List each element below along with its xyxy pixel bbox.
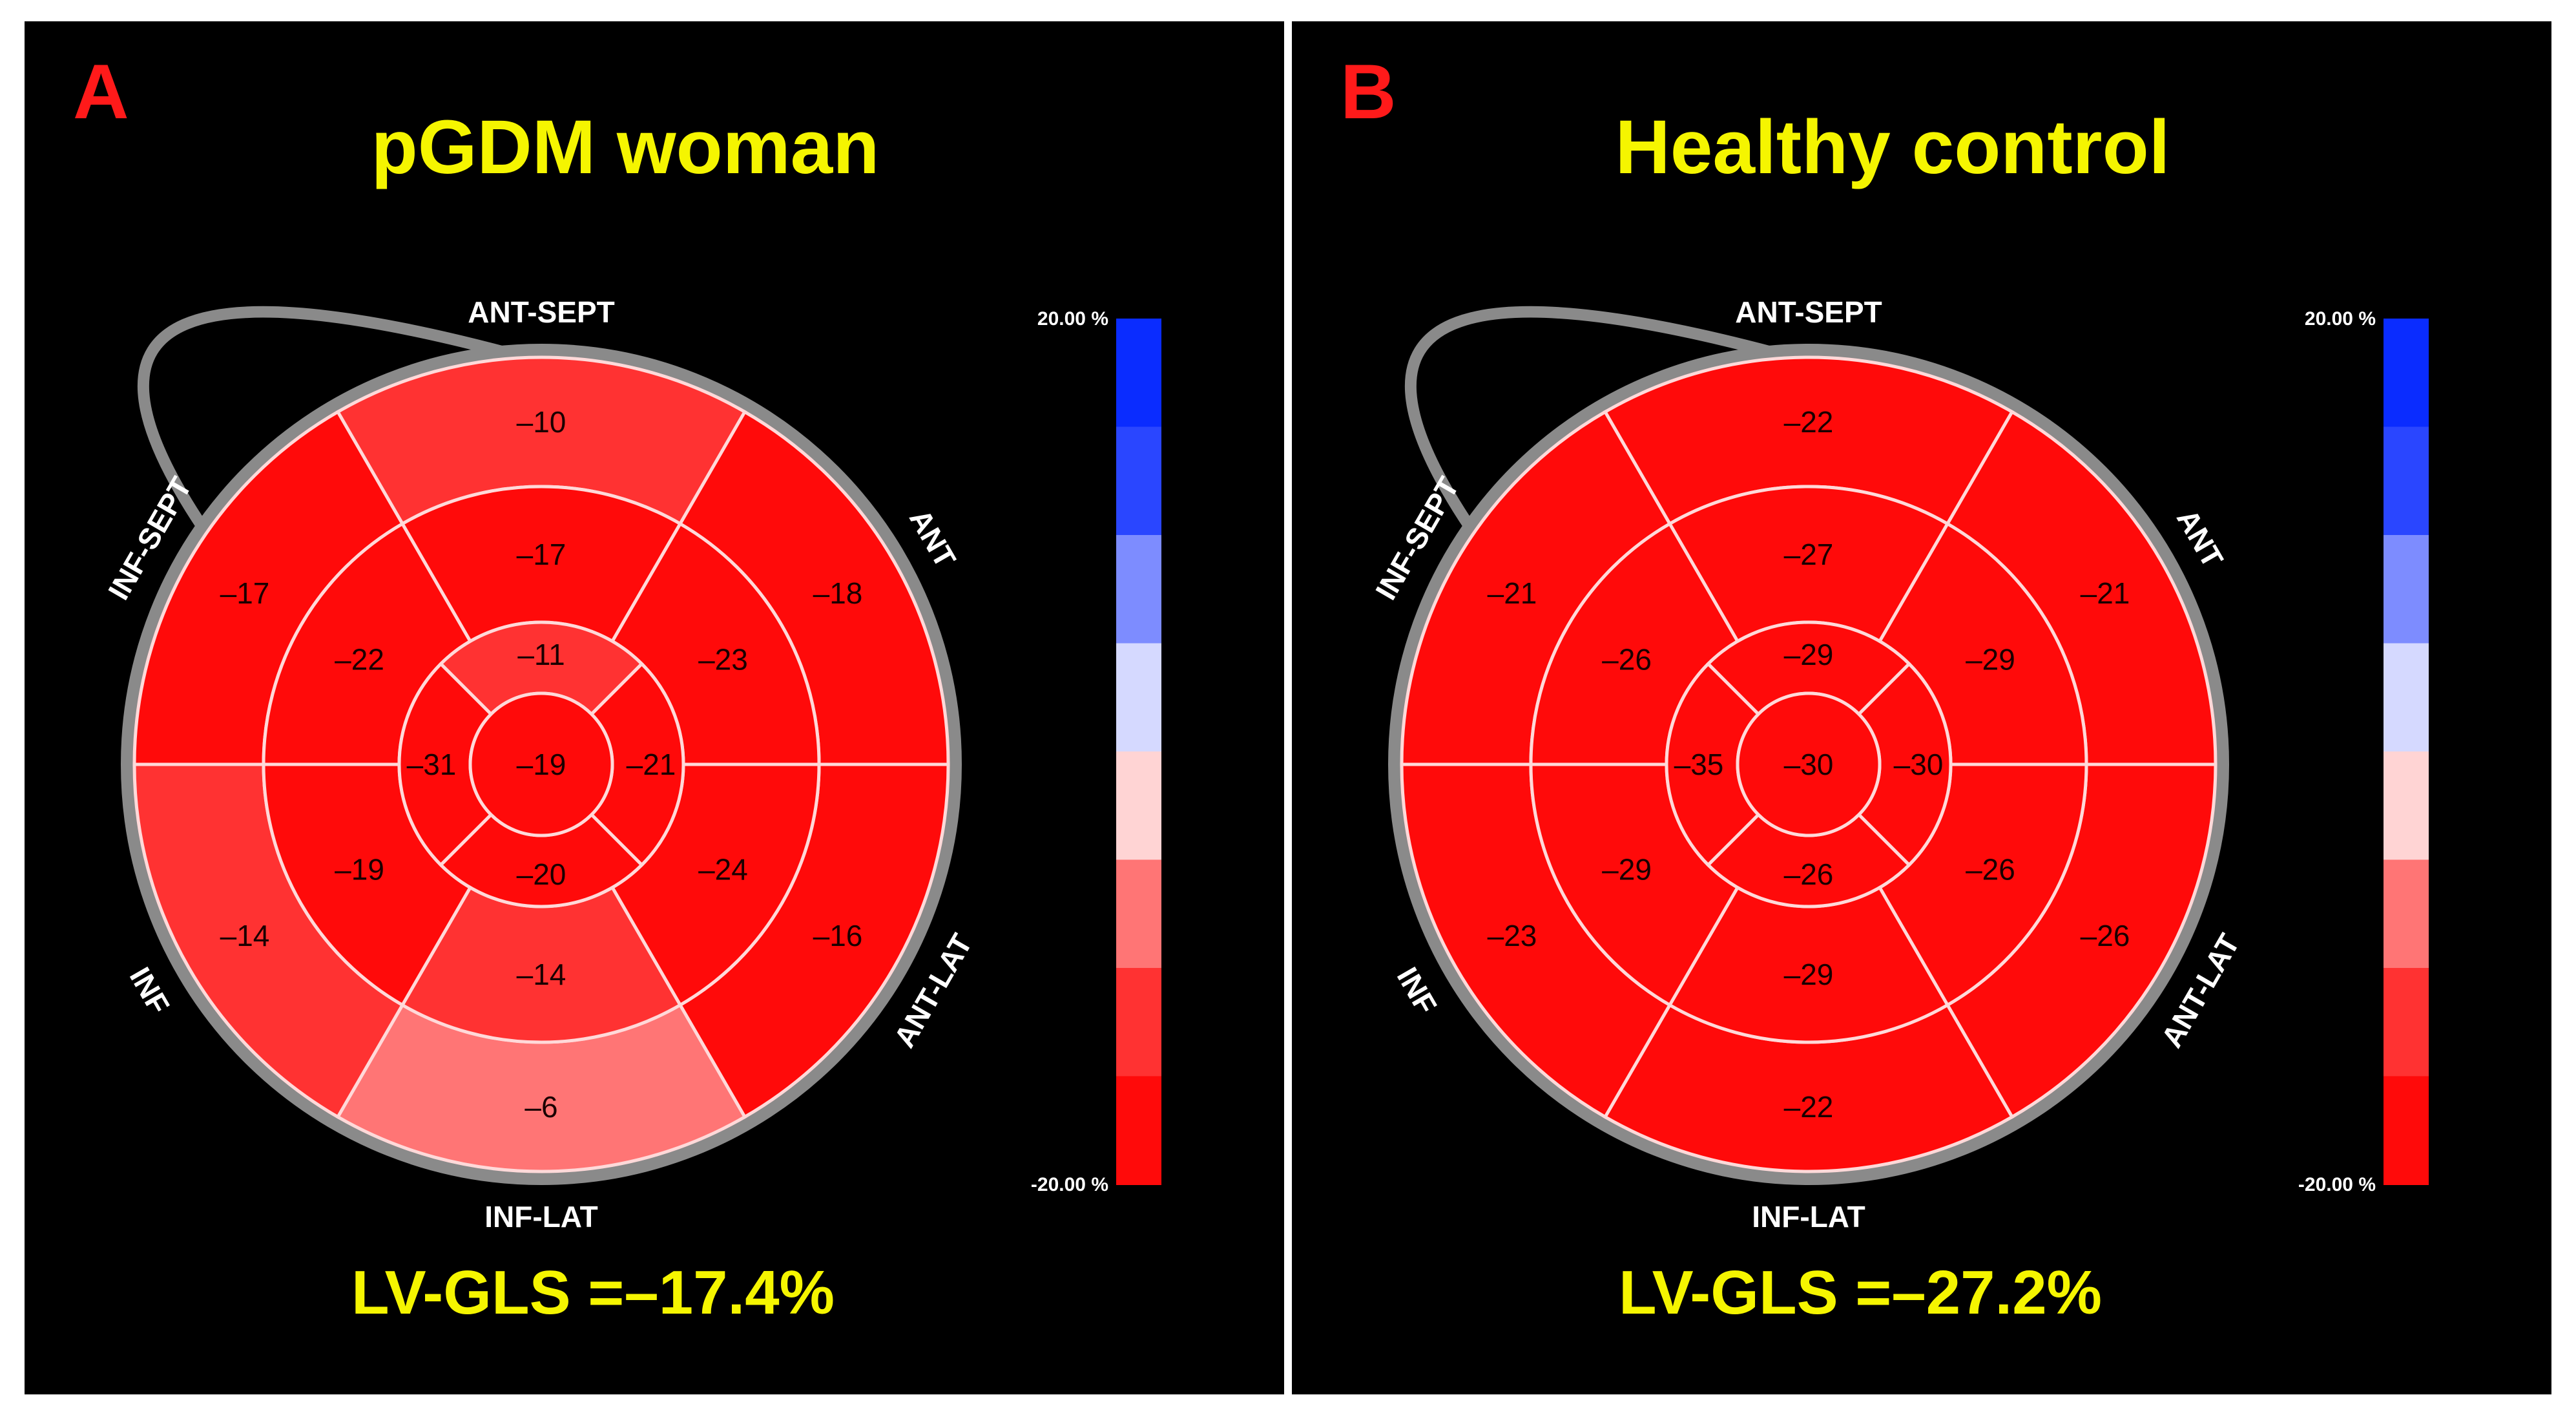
region-label: INF-LAT bbox=[1752, 1200, 1865, 1234]
chart-title: pGDM woman bbox=[371, 105, 880, 190]
apical-value: –11 bbox=[517, 638, 565, 671]
basal-value: –17 bbox=[220, 576, 270, 610]
scale-swatch bbox=[2384, 859, 2429, 969]
scale-swatch bbox=[1116, 859, 1161, 969]
scale-swatch bbox=[2384, 968, 2429, 1077]
basal-value: –10 bbox=[517, 405, 566, 439]
ring-loop bbox=[137, 306, 507, 530]
region-label: INF bbox=[1391, 961, 1444, 1020]
region-label: INF bbox=[123, 961, 176, 1020]
basal-value: –21 bbox=[2081, 576, 2130, 610]
panel-letter: A bbox=[73, 48, 129, 135]
scale-swatch bbox=[1116, 751, 1161, 861]
scale-swatch bbox=[2384, 751, 2429, 861]
mid-value: –26 bbox=[1966, 853, 2015, 887]
apical-value: –35 bbox=[1674, 748, 1724, 781]
apex-segment bbox=[1736, 691, 1882, 837]
region-label: INF-LAT bbox=[484, 1200, 597, 1234]
region-label: ANT bbox=[903, 503, 962, 573]
ring-loop bbox=[1404, 306, 1774, 530]
gls-value: LV-GLS =–17.4% bbox=[351, 1258, 835, 1327]
gls-value: LV-GLS =–27.2% bbox=[1619, 1258, 2102, 1327]
apex-value: –19 bbox=[517, 748, 566, 781]
apical-value: –31 bbox=[407, 748, 457, 781]
basal-value: –16 bbox=[813, 919, 863, 952]
apical-value: –26 bbox=[1784, 857, 1834, 891]
mid-value: –17 bbox=[517, 538, 566, 571]
mid-value: –29 bbox=[1966, 643, 2015, 677]
region-label: ANT bbox=[2170, 503, 2230, 573]
scale-swatch bbox=[1116, 319, 1161, 428]
scale-min-label: -20.00 % bbox=[2298, 1174, 2376, 1195]
panel-letter: B bbox=[1340, 48, 1397, 135]
outer-ring bbox=[121, 344, 962, 1185]
basal-value: –23 bbox=[1488, 919, 1537, 952]
mid-value: –14 bbox=[517, 958, 566, 991]
scale-swatch bbox=[1116, 426, 1161, 536]
chart-title: Healthy control bbox=[1615, 105, 2170, 190]
scale-swatch bbox=[2384, 319, 2429, 428]
apical-value: –30 bbox=[1894, 748, 1944, 781]
scale-swatch bbox=[2384, 426, 2429, 536]
outer-ring bbox=[1388, 344, 2229, 1185]
region-label: ANT-SEPT bbox=[468, 295, 614, 329]
apical-value: –29 bbox=[1784, 638, 1834, 671]
mid-value: –29 bbox=[1784, 958, 1834, 991]
scale-max-label: 20.00 % bbox=[2305, 308, 2376, 330]
mid-value: –23 bbox=[698, 643, 748, 677]
scale-swatch bbox=[2384, 1076, 2429, 1185]
mid-value: –26 bbox=[1602, 643, 1652, 677]
basal-value: –14 bbox=[220, 919, 270, 952]
scale-swatch bbox=[1116, 643, 1161, 752]
scale-min-label: -20.00 % bbox=[1031, 1174, 1108, 1195]
scale-swatch bbox=[2384, 643, 2429, 752]
basal-value: –22 bbox=[1784, 405, 1834, 439]
apex-segment bbox=[468, 691, 614, 837]
bullseye-chart-b: B Healthy control –22 –21 –26 –22 –23 –21 –27 –29… bbox=[1340, 48, 2429, 1327]
scale-swatch bbox=[1116, 1076, 1161, 1185]
scale-swatch bbox=[1116, 968, 1161, 1077]
mid-value: –24 bbox=[698, 853, 748, 887]
mid-value: –29 bbox=[1602, 853, 1652, 887]
apical-value: –21 bbox=[627, 748, 676, 781]
apex-value: –30 bbox=[1784, 748, 1834, 781]
basal-value: –6 bbox=[525, 1090, 557, 1124]
panel-b: B Healthy control –22 –21 –26 –22 –23 –21 –27 –29… bbox=[1292, 21, 2551, 1394]
region-label: ANT-SEPT bbox=[1735, 295, 1882, 329]
scale-swatch bbox=[1116, 535, 1161, 644]
mid-value: –19 bbox=[335, 853, 384, 887]
scale-swatch bbox=[2384, 535, 2429, 644]
basal-value: –22 bbox=[1784, 1090, 1834, 1124]
mid-value: –27 bbox=[1784, 538, 1834, 571]
basal-value: –26 bbox=[2081, 919, 2130, 952]
basal-value: –18 bbox=[813, 576, 863, 610]
mid-value: –22 bbox=[335, 643, 384, 677]
scale-max-label: 20.00 % bbox=[1037, 308, 1108, 330]
basal-value: –21 bbox=[1488, 576, 1537, 610]
apical-value: –20 bbox=[517, 857, 566, 891]
